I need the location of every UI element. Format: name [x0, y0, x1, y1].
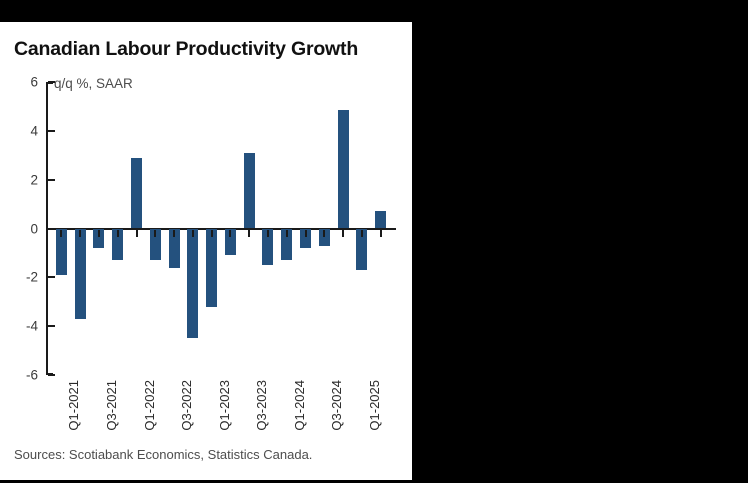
x-tick-label: Q3-2023	[254, 380, 270, 431]
bar	[74, 228, 86, 319]
x-tick-label: Q1-2023	[216, 380, 232, 431]
bar	[375, 211, 387, 229]
bar	[318, 228, 330, 246]
x-tick	[173, 229, 176, 237]
y-tick-label: -4	[25, 318, 38, 334]
x-tick	[248, 229, 251, 237]
x-tick-label: Q1-2021	[66, 380, 82, 431]
y-tick-label: 4	[30, 123, 38, 139]
x-tick	[342, 229, 345, 237]
x-tick-label: Q3-2022	[179, 380, 195, 431]
y-tick-label: 2	[30, 172, 38, 188]
bar	[55, 228, 67, 275]
bar	[112, 228, 124, 261]
x-tick	[116, 229, 119, 237]
bar	[93, 228, 105, 249]
bar-series	[46, 82, 396, 375]
x-tick	[360, 229, 363, 237]
bar	[337, 110, 349, 229]
x-tick-label: Q1-2024	[291, 380, 307, 431]
x-tick	[135, 229, 138, 237]
x-tick-label: Q3-2021	[103, 380, 119, 431]
x-tick	[304, 229, 307, 237]
bar	[300, 228, 311, 249]
x-tick	[266, 229, 269, 237]
zero-baseline	[46, 227, 396, 230]
chart-title: Canadian Labour Productivity Growth	[14, 38, 359, 60]
x-tick	[79, 229, 82, 237]
y-tick	[48, 129, 55, 132]
y-tick-label: 6	[30, 74, 38, 90]
y-tick-label: 0	[30, 221, 38, 236]
y-tick	[48, 374, 55, 376]
x-tick-label: Q1-2022	[141, 380, 157, 431]
chart-card: Canadian Labour Productivity Growth q/q …	[0, 22, 412, 480]
x-tick	[323, 229, 326, 237]
bar	[262, 228, 274, 266]
x-tick	[379, 229, 382, 237]
y-tick	[48, 325, 55, 328]
x-tick	[97, 229, 100, 237]
bar	[206, 228, 218, 307]
y-tick	[48, 81, 55, 83]
x-tick	[191, 229, 194, 237]
bar	[131, 157, 142, 229]
x-tick-label: Q3-2024	[329, 380, 345, 431]
x-tick	[229, 229, 232, 237]
bar	[356, 228, 368, 270]
y-tick	[48, 276, 55, 279]
y-tick-label: -2	[25, 269, 38, 285]
bar	[224, 228, 236, 256]
x-tick-label: Q1-2025	[366, 380, 382, 431]
bar	[243, 152, 255, 229]
x-tick	[60, 229, 63, 237]
x-tick	[154, 229, 157, 237]
x-tick	[210, 229, 213, 237]
chart-subtitle: q/q %, SAAR	[54, 76, 133, 91]
bar	[149, 228, 161, 261]
x-tick	[285, 229, 288, 237]
y-axis-top-cap	[46, 82, 53, 84]
y-tick	[48, 178, 55, 181]
bar	[187, 228, 199, 339]
bar	[281, 228, 293, 261]
plot-area: 6 4 2 0 -2 -4 -6	[26, 75, 396, 383]
source-note: Sources: Scotiabank Economics, Statistic…	[14, 447, 313, 462]
y-tick-label: -6	[25, 367, 38, 383]
bar	[168, 228, 180, 268]
